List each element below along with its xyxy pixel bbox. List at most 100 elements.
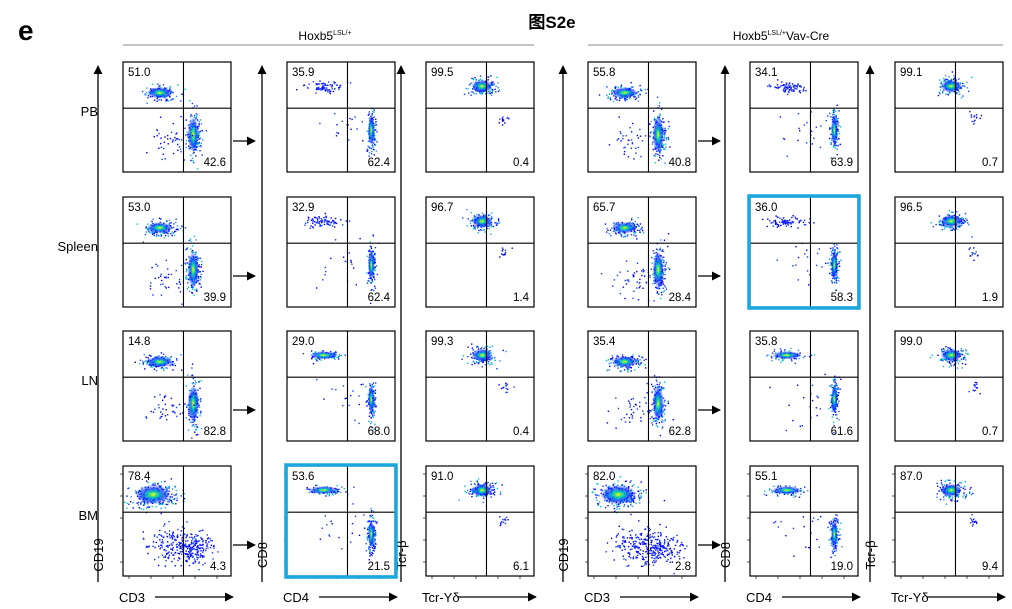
- event-dot: [620, 140, 622, 142]
- event-dot: [627, 368, 629, 370]
- flow-plot-pb-5: 99.10.7: [894, 61, 1004, 173]
- event-dot: [629, 221, 631, 223]
- event-dot: [620, 418, 623, 421]
- event-dot: [191, 250, 194, 252]
- event-dot: [629, 366, 631, 368]
- event-dot: [176, 138, 179, 140]
- event-dot: [146, 87, 148, 89]
- event-dot: [171, 234, 173, 237]
- event-dot: [636, 358, 639, 360]
- event-dot: [653, 252, 655, 254]
- event-dot: [788, 86, 791, 88]
- event-dot: [797, 84, 799, 86]
- event-dot: [659, 152, 661, 154]
- event-dot: [179, 227, 182, 229]
- event-dot: [374, 278, 376, 281]
- event-dot: [793, 89, 795, 91]
- event-dot: [489, 92, 491, 95]
- event-dot: [493, 84, 495, 86]
- event-dot: [468, 84, 471, 86]
- event-dot: [200, 286, 202, 288]
- event-dot: [974, 253, 976, 255]
- event-dot: [840, 378, 842, 380]
- event-dot: [634, 96, 636, 98]
- event-dot: [169, 87, 171, 89]
- event-dot: [628, 368, 630, 370]
- event-dot: [968, 224, 970, 226]
- event-dot: [320, 89, 322, 91]
- event-dot: [836, 387, 839, 390]
- event-dot: [973, 120, 975, 123]
- x-axis-label: CD3: [584, 590, 610, 605]
- event-dot: [795, 358, 797, 360]
- event-dot: [315, 83, 317, 85]
- event-dot: [832, 109, 835, 112]
- event-dot: [827, 115, 829, 117]
- event-dot: [790, 88, 792, 90]
- quadrant-value-bottom-right: 1.9: [982, 292, 998, 304]
- event-dot: [802, 356, 805, 359]
- event-dot: [324, 219, 326, 222]
- event-dot: [373, 139, 375, 142]
- event-dot: [493, 356, 496, 359]
- flow-plot-ln-0: 14.882.8: [122, 330, 232, 442]
- event-dot: [664, 131, 666, 134]
- event-dot: [937, 354, 939, 356]
- event-dot: [371, 278, 373, 281]
- quadrant-value-bottom-right: 0.4: [513, 157, 530, 169]
- event-dot: [949, 362, 951, 364]
- event-dot: [348, 404, 350, 407]
- event-dot: [947, 347, 949, 349]
- event-dot: [334, 81, 336, 84]
- event-dot: [975, 114, 978, 116]
- event-dot: [645, 281, 647, 283]
- event-dot: [324, 89, 326, 91]
- event-dot: [665, 137, 668, 139]
- event-dot: [191, 292, 194, 294]
- event-dot: [173, 411, 175, 413]
- event-dot: [198, 135, 201, 137]
- event-dot: [470, 212, 473, 214]
- event-dot: [663, 121, 665, 123]
- event-dot: [374, 406, 376, 408]
- event-dot: [316, 221, 319, 223]
- event-dot: [344, 397, 346, 400]
- event-dot: [944, 226, 946, 228]
- event-dot: [165, 99, 168, 102]
- flow-plot-ln-2: 99.30.4: [425, 330, 535, 442]
- event-dot: [832, 112, 835, 114]
- event-dot: [155, 369, 158, 372]
- event-dot: [931, 354, 933, 356]
- event-dot: [655, 153, 657, 155]
- event-dot: [317, 83, 319, 85]
- event-dot: [667, 400, 669, 402]
- x-axis-label: Tcr-Yδ: [891, 590, 929, 605]
- event-dot: [198, 406, 201, 408]
- event-dot: [373, 414, 375, 416]
- event-dot: [804, 355, 806, 357]
- event-dot: [626, 413, 628, 416]
- event-dot: [335, 135, 338, 137]
- event-dot: [145, 226, 147, 228]
- event-dot: [633, 232, 636, 234]
- event-dot: [180, 354, 182, 356]
- event-dot: [175, 221, 177, 224]
- event-dot: [160, 411, 162, 413]
- event-dot: [373, 285, 376, 288]
- event-dot: [176, 228, 179, 230]
- event-dot: [149, 354, 152, 357]
- event-dot: [311, 218, 314, 220]
- event-dot: [658, 287, 661, 290]
- event-dot: [144, 368, 146, 370]
- event-dot: [189, 116, 192, 118]
- event-dot: [471, 357, 473, 359]
- event-dot: [769, 386, 771, 389]
- event-dot: [659, 382, 661, 384]
- event-dot: [165, 287, 167, 289]
- event-dot: [830, 250, 833, 253]
- event-dot: [319, 223, 321, 226]
- event-dot: [980, 114, 983, 117]
- event-dot: [658, 249, 660, 251]
- event-dot: [146, 229, 149, 231]
- event-dot: [831, 410, 833, 412]
